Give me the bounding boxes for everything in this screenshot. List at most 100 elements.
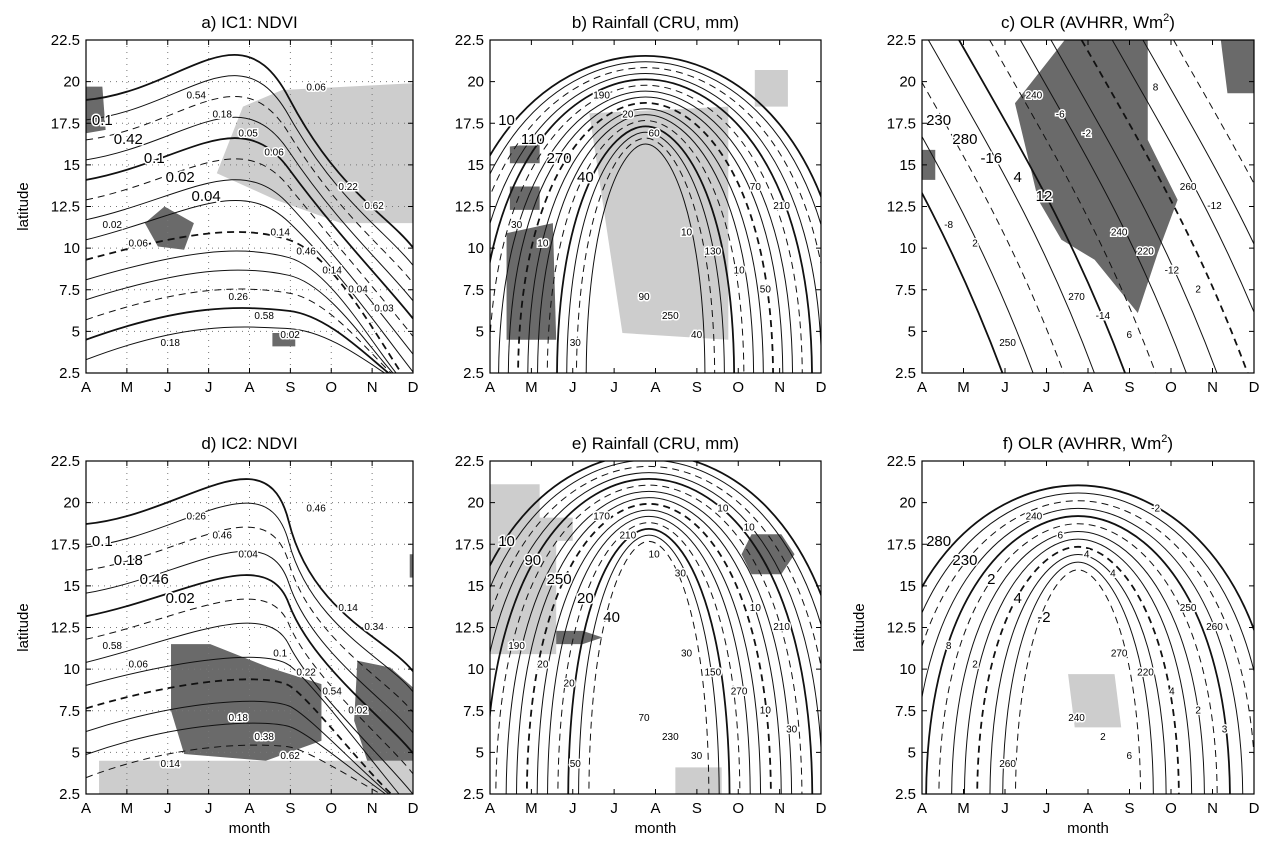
contour-label: 270: [731, 686, 748, 697]
contour-line: [86, 598, 413, 775]
contour-line: [585, 143, 706, 373]
contour-label: 190: [593, 90, 610, 101]
contour-label: 12: [1036, 188, 1053, 205]
y-tick-label: 12.5: [887, 199, 916, 216]
contour-line: [516, 497, 782, 794]
x-tick-label: A: [244, 800, 254, 817]
contour-label: 50: [570, 759, 582, 770]
x-tick-label: N: [367, 379, 378, 396]
contour-line: [490, 78, 813, 373]
contour-label: 0.06: [128, 239, 148, 250]
shaded-region-dark: [272, 333, 296, 347]
contour-line: [490, 477, 814, 794]
contour-label: 10: [498, 533, 515, 550]
x-tick-label: O: [1165, 800, 1177, 817]
contour-label: 40: [577, 169, 594, 186]
contour-label: 70: [750, 182, 762, 193]
contour-label: 270: [1068, 292, 1085, 303]
contour-label: 0.03: [374, 303, 394, 314]
y-axis-label: latitude: [15, 603, 32, 651]
x-tick-label: D: [408, 800, 419, 817]
x-tick-label: O: [325, 800, 337, 817]
y-tick-label: 7.5: [463, 703, 484, 720]
contour-line: [86, 269, 394, 373]
contour-label: 30: [570, 338, 582, 349]
x-tick-label: A: [81, 800, 91, 817]
contour-line: [86, 722, 387, 794]
contour-label: 10: [717, 504, 729, 515]
contour-label: 30: [786, 724, 798, 735]
y-tick-label: 15: [63, 157, 80, 174]
y-tick-label: 2.5: [59, 365, 80, 382]
x-tick-label: J: [1001, 379, 1009, 396]
y-tick-label: 22.5: [887, 32, 916, 49]
contour-line: [86, 678, 393, 794]
contour-label: 260: [999, 759, 1016, 770]
contour-label: 210: [773, 622, 790, 633]
contour-line: [537, 114, 755, 373]
contour-line: [526, 502, 772, 794]
contour-label: 0.14: [270, 228, 290, 239]
y-tick-label: 7.5: [463, 282, 484, 299]
y-tick-label: 10: [63, 240, 80, 257]
x-tick-label: S: [285, 800, 295, 817]
panel-title: a) IC1: NDVI: [201, 13, 297, 32]
y-tick-label: 17.5: [51, 115, 80, 132]
x-tick-label: M: [121, 379, 134, 396]
x-tick-label: J: [205, 800, 213, 817]
x-tick-label: S: [1124, 800, 1134, 817]
contour-line: [505, 490, 793, 794]
contour-label: 0.02: [280, 330, 300, 341]
y-tick-label: 2.5: [463, 786, 484, 803]
contour-line: [86, 53, 413, 249]
x-tick-label: J: [569, 800, 577, 817]
contour-line: [566, 131, 725, 373]
contour-label: 130: [704, 247, 721, 258]
contour-line: [922, 507, 1244, 794]
contour-label: 30: [681, 649, 693, 660]
panel-c: c) OLR (AVHRR, Wm2)230240250260270280220…: [887, 12, 1260, 396]
contour-line: [951, 530, 1205, 794]
contour-line: [507, 96, 784, 373]
y-tick-label: 17.5: [887, 536, 916, 553]
y-tick-label: 5: [476, 744, 484, 761]
x-tick-label: N: [774, 379, 785, 396]
contour-label: 0.02: [348, 705, 368, 716]
y-tick-label: 22.5: [51, 453, 80, 470]
contour-label: 0.54: [186, 90, 206, 101]
y-tick-label: 17.5: [51, 536, 80, 553]
y-tick-label: 2.5: [895, 365, 916, 382]
contour-label: -12: [1165, 265, 1180, 276]
x-tick-label: D: [408, 379, 419, 396]
y-tick-label: 10: [467, 661, 484, 678]
contour-line: [1019, 40, 1187, 373]
contour-line: [1111, 40, 1254, 314]
x-tick-label: S: [692, 379, 702, 396]
contour-line: [86, 250, 397, 373]
y-tick-label: 12.5: [51, 620, 80, 637]
contour-label: 10: [750, 603, 762, 614]
x-tick-label: J: [205, 379, 213, 396]
x-tick-label: A: [917, 800, 927, 817]
shaded-region-light: [490, 484, 573, 655]
contour-label: 10: [734, 265, 746, 276]
y-tick-label: 20: [63, 495, 80, 512]
y-tick-label: 12.5: [887, 620, 916, 637]
shaded-region-dark: [922, 149, 936, 180]
shaded-region-light: [754, 69, 788, 107]
contour-line: [490, 61, 821, 227]
contour-label: 2: [1100, 732, 1106, 743]
contour-label: 0.06: [306, 83, 326, 94]
contour-label: 0.38: [254, 732, 274, 743]
contour-line: [922, 484, 1254, 633]
contour-line: [958, 40, 1126, 373]
x-tick-label: A: [485, 379, 495, 396]
contour-line: [1080, 40, 1249, 373]
contour-line: [556, 125, 735, 373]
contour-line: [490, 72, 821, 367]
y-tick-label: 20: [63, 74, 80, 91]
contour-label: 240: [1068, 713, 1085, 724]
y-tick-label: 17.5: [887, 115, 916, 132]
x-tick-label: N: [367, 800, 378, 817]
